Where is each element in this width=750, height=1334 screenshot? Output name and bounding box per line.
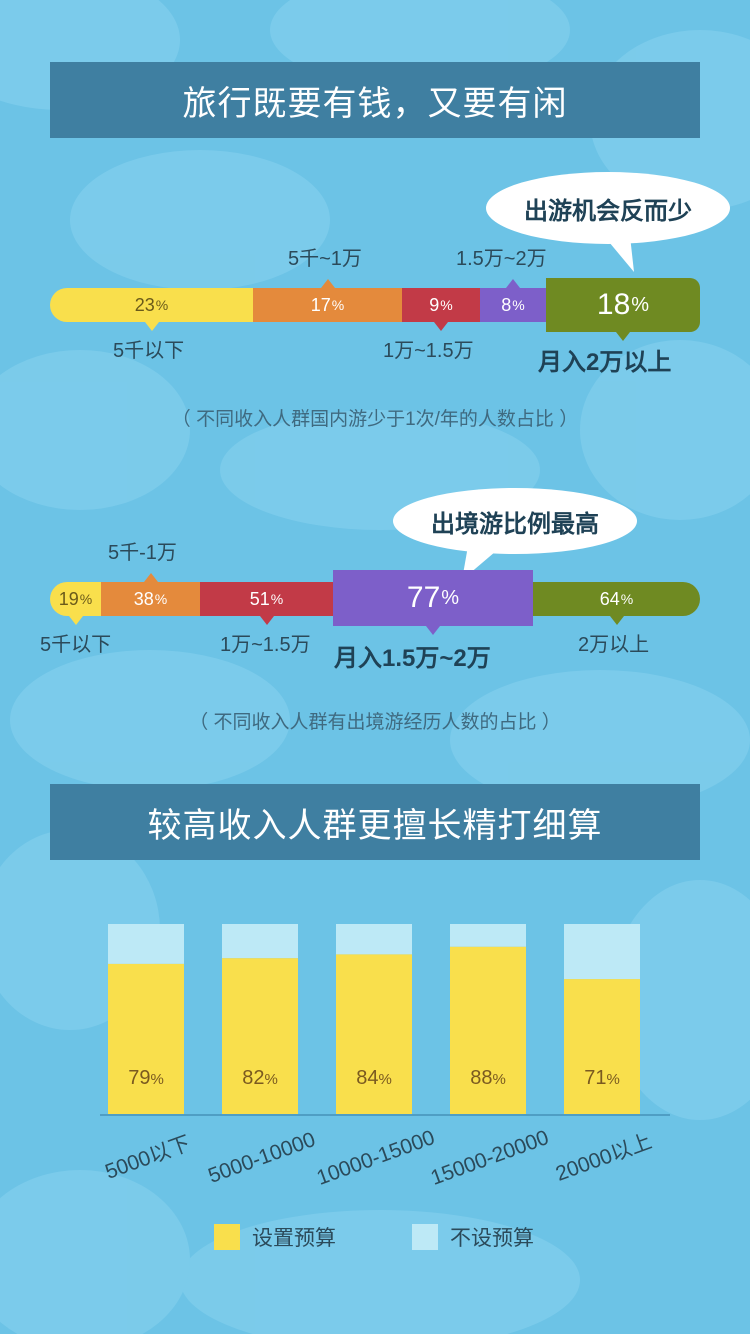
callout-bubble-2: 出境游比例最高 [393,488,637,554]
segment-pointer [143,573,158,582]
bar-segment-4: 77% [333,570,533,626]
segment-pointer [68,616,83,625]
legend-label-budget: 设置预算 [252,1227,336,1250]
segment-percent-sign: % [331,297,345,313]
bar-segment-2: 17% [253,288,402,322]
segment-label: 1.5万~2万 [456,248,547,270]
segment-label: 5千-1万 [108,542,177,564]
segment-value: 19 [58,588,79,609]
segment-label: 5千以下 [113,340,185,362]
bar-nobudget-3 [336,924,412,955]
segment-percent-sign: % [631,293,650,316]
bar-segment-2: 38% [101,582,200,616]
segment-percent-sign: % [155,297,169,313]
bar-budget-5 [564,979,640,1114]
bar-segment-1: 19% [50,582,101,616]
segment-value: 8 [501,294,512,315]
segment-percent-sign: % [620,591,634,607]
segment-value: 23 [134,294,155,315]
bar-budget-2 [222,958,298,1114]
bar-nobudget-4 [450,924,526,947]
data-label-3: 84% [356,1067,392,1089]
segment-label: 1万~1.5万 [220,634,311,656]
budget-stacked-bar-chart: 79% 5000以下 82% 5000-10000 84% 10000-15000 88% 1… [100,924,670,1190]
category-label-5: 20000以上 [553,1130,655,1186]
bar-nobudget-1 [108,924,184,964]
legend-item-budget: 设置预算 [214,1222,336,1252]
bar-segment-3: 51% [200,582,333,616]
category-label-4: 15000-20000 [428,1126,552,1190]
segment-value: 38 [133,588,154,609]
category-label-1: 5000以下 [102,1132,193,1184]
bar-segment-4: 8% [480,288,546,322]
legend-swatch-budget [214,1224,240,1250]
category-label-2: 5000-10000 [205,1128,318,1188]
callout-bubble-1: 出游机会反而少 [486,172,730,244]
section1-note: （ 不同收入人群国内游少于1次/年的人数占比 ） [171,409,579,430]
segment-value: 9 [429,294,440,315]
segment-label: 5千~1万 [288,248,362,270]
segment-pointer [506,279,520,288]
segment-percent-sign: % [154,591,168,607]
segment-percent-sign: % [79,591,93,607]
segment-pointer [320,279,335,288]
data-label-1: 79% [128,1067,164,1089]
segment-pointer [609,616,624,625]
bar-segment-5: 18% [546,278,700,332]
data-label-2: 82% [242,1067,278,1089]
segment-label: 1万~1.5万 [383,340,474,362]
segment-percent-sign: % [441,586,460,609]
legend-item-nobudget: 不设预算 [412,1222,534,1252]
segment-value: 77 [406,581,441,614]
bar-segment-1: 23% [50,288,253,322]
segment-percent-sign: % [512,297,525,313]
segment-label: 5千以下 [40,634,112,656]
callout-tail-1 [604,236,634,272]
legend-swatch-nobudget [412,1224,438,1250]
section2-note: （ 不同收入人群有出境游经历人数的占比 ） [189,712,561,733]
segment-percent-sign: % [440,297,453,313]
section3-title: 较高收入人群更擅长精打细算 [50,784,700,860]
segment-value: 17 [310,294,331,315]
bar-segment-3: 9% [402,288,480,322]
segment-label: 月入1.5万~2万 [334,645,491,672]
segment-value: 64 [599,588,620,609]
legend-label-nobudget: 不设预算 [450,1227,534,1250]
category-label-3: 10000-15000 [314,1126,438,1190]
segment-percent-sign: % [270,591,284,607]
segment-value: 51 [249,588,270,609]
segment-value: 18 [596,288,631,321]
section1-title: 旅行既要有钱，又要有闲 [50,62,700,138]
bar-budget-3 [336,954,412,1114]
callout-text-1: 出游机会反而少 [524,197,692,225]
segment-pointer [259,616,274,625]
segment-pointer [434,322,448,331]
bar-nobudget-2 [222,924,298,959]
segment-pointer [616,332,630,341]
segment-label: 月入2万以上 [538,349,672,376]
callout-text-2: 出境游比例最高 [431,510,599,538]
segment-label: 2万以上 [578,634,650,656]
segment-pointer [144,322,159,331]
data-label-5: 71% [584,1067,620,1089]
bar-budget-4 [450,946,526,1114]
income-bar-domestic: 23% 17% 9% 8% 18% [50,278,700,332]
income-bar-outbound: 19% 38% 51% 77% 64% [50,570,700,626]
data-label-4: 88% [470,1067,506,1089]
segment-pointer [426,626,440,635]
bar-nobudget-5 [564,924,640,980]
bar-budget-1 [108,963,184,1114]
bar-segment-5: 64% [533,582,700,616]
